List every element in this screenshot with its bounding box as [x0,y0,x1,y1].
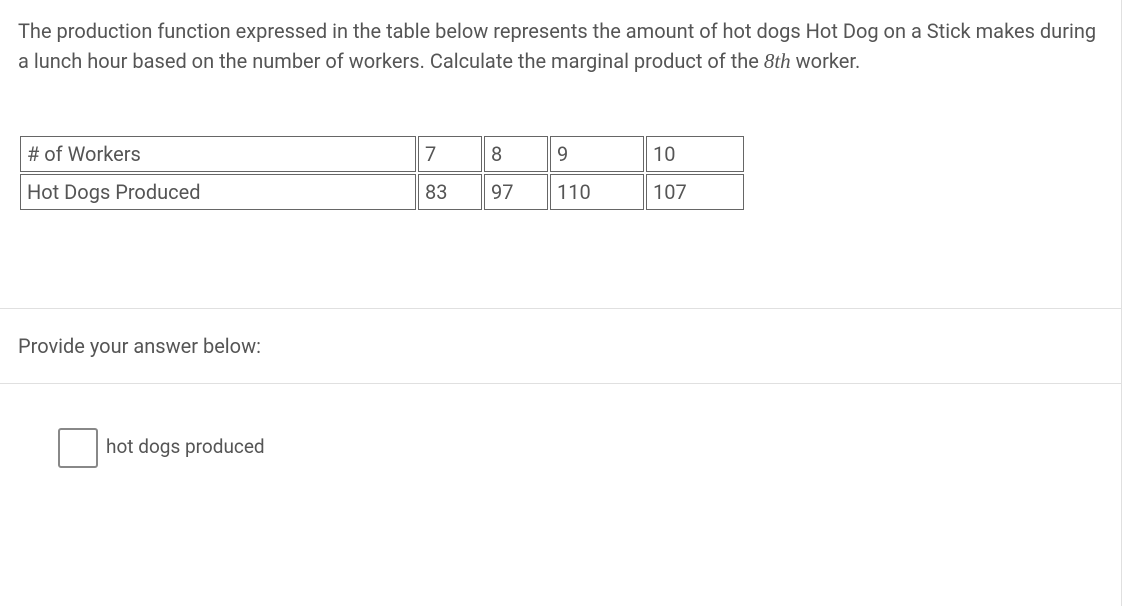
answer-input[interactable] [58,428,98,468]
answer-prompt: Provide your answer below: [18,331,1121,361]
row-label-hotdogs: Hot Dogs Produced [20,174,416,210]
table-cell: 8 [484,136,548,172]
question-text: The production function expressed in the… [18,16,1103,78]
question-pre: The production function expressed in the… [18,19,1096,73]
table-row: Hot Dogs Produced 83 97 110 107 [20,174,744,210]
row-label-workers: # of Workers [20,136,416,172]
answer-row: hot dogs produced [18,428,1103,468]
table-cell: 107 [646,174,744,210]
table-cell: 110 [550,174,644,210]
answer-unit-label: hot dogs produced [106,433,265,462]
question-ordinal: 8th [764,49,791,73]
table-cell: 10 [646,136,744,172]
table-cell: 7 [418,136,482,172]
table-cell: 9 [550,136,644,172]
question-page: The production function expressed in the… [0,0,1122,606]
table-cell: 97 [484,174,548,210]
table-row: # of Workers 7 8 9 10 [20,136,744,172]
table-cell: 83 [418,174,482,210]
answer-prompt-section: Provide your answer below: [0,308,1121,384]
question-post: worker. [791,49,861,73]
production-table: # of Workers 7 8 9 10 Hot Dogs Produced … [18,134,746,212]
